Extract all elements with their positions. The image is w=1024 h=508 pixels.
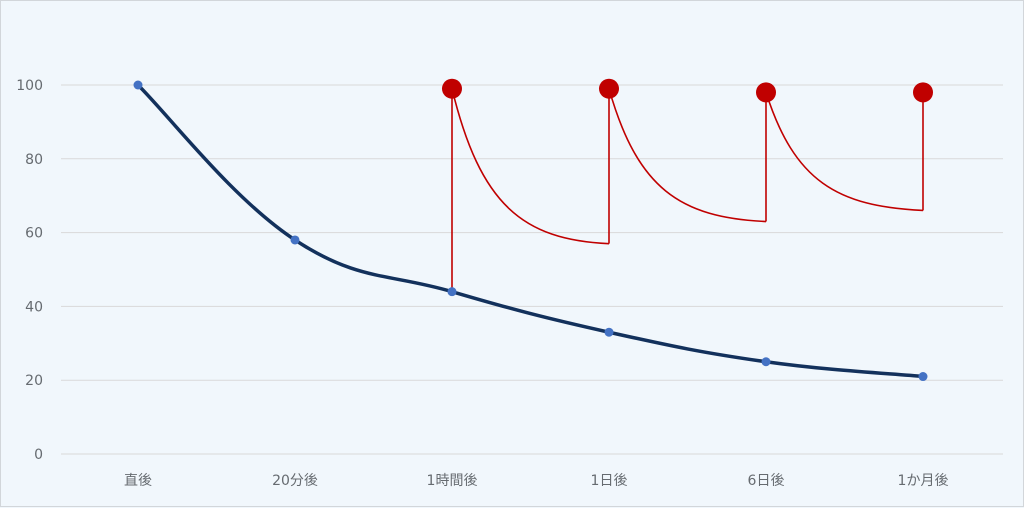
review-curves xyxy=(442,78,933,292)
y-tick-label: 80 xyxy=(25,152,43,168)
y-tick-label: 20 xyxy=(25,373,43,389)
x-tick-label: 6日後 xyxy=(748,473,785,489)
review-peak-marker xyxy=(442,78,462,99)
retention-data-point xyxy=(918,372,928,382)
review-peak-marker xyxy=(756,82,776,103)
x-tick-label: 1日後 xyxy=(591,473,628,489)
x-tick-label: 20分後 xyxy=(272,473,318,489)
review-peak-marker xyxy=(599,78,619,99)
retention-data-point xyxy=(290,235,300,245)
retention-data-point xyxy=(133,80,143,90)
y-tick-label: 40 xyxy=(25,299,43,315)
retention-data-point xyxy=(604,327,614,337)
x-tick-label: 直後 xyxy=(124,472,152,489)
review-decay-curve xyxy=(608,88,767,223)
y-tick-label: 0 xyxy=(34,447,43,463)
y-tick-label: 100 xyxy=(16,78,43,94)
y-tick-label: 60 xyxy=(25,226,43,242)
x-axis-ticks: 直後 20分後 1時間後 1日後 6日後 1か月後 xyxy=(124,472,948,489)
y-axis-ticks: 0 20 40 60 80 100 xyxy=(16,78,43,463)
review-decay-curve xyxy=(765,92,924,212)
x-tick-label: 1か月後 xyxy=(898,473,949,489)
review-decay-curve xyxy=(451,88,610,245)
review-peak-marker xyxy=(913,82,933,103)
retention-data-point xyxy=(761,357,771,367)
retention-series-line xyxy=(136,83,925,379)
gridlines xyxy=(61,84,1003,455)
series-layer xyxy=(133,80,928,382)
retention-data-point xyxy=(447,287,457,297)
x-tick-label: 1時間後 xyxy=(427,473,478,489)
